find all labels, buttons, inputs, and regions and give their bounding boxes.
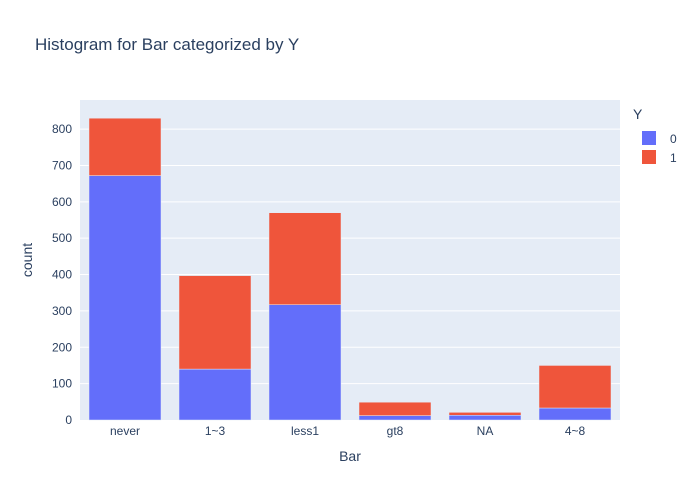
y-tick-label: 300 <box>52 304 72 318</box>
bar-1~3-y0 <box>178 368 252 421</box>
bar-4~8-y1 <box>538 365 612 409</box>
legend-swatch <box>642 150 656 164</box>
bar-4~8-y0 <box>538 407 612 421</box>
bar-NA-y0 <box>448 415 522 421</box>
bar-never-y0 <box>88 175 162 421</box>
x-tick-label: 4~8 <box>565 424 586 438</box>
bar-gt8-y0 <box>358 415 432 421</box>
legend: Y 0 1 <box>633 106 677 165</box>
y-tick-label: 700 <box>52 158 72 172</box>
y-tick-label: 500 <box>52 231 72 245</box>
gridlines <box>80 128 620 385</box>
x-tick-label: less1 <box>291 424 319 438</box>
y-tick-label: 800 <box>52 122 72 136</box>
y-tick-label: 600 <box>52 195 72 209</box>
bars <box>88 117 612 421</box>
bar-NA-y1 <box>448 412 522 416</box>
plot-area <box>80 100 620 420</box>
legend-swatch <box>642 131 656 145</box>
x-tick-label: never <box>110 424 140 438</box>
legend-label: 1 <box>670 151 677 165</box>
legend-title: Y <box>633 106 643 122</box>
bar-1~3-y1 <box>178 275 252 370</box>
x-tick-label: 1~3 <box>205 424 226 438</box>
y-tick-label: 400 <box>52 268 72 282</box>
x-axis-title: Bar <box>339 448 361 464</box>
bar-less1-y1 <box>268 212 342 305</box>
bar-less1-y0 <box>268 304 342 421</box>
y-tick-label: 200 <box>52 340 72 354</box>
bar-gt8-y1 <box>358 401 432 416</box>
y-tick-label: 100 <box>52 377 72 391</box>
x-axis-ticks: never 1~3 less1 gt8 NA 4~8 <box>110 424 586 438</box>
legend-label: 0 <box>670 132 677 146</box>
y-axis-ticks: 0 100 200 300 400 500 600 700 800 <box>52 122 72 427</box>
bar-never-y1 <box>88 117 162 176</box>
y-tick-label: 0 <box>65 413 72 427</box>
x-tick-label: NA <box>477 424 494 438</box>
y-axis-title: count <box>19 243 35 277</box>
x-tick-label: gt8 <box>387 424 404 438</box>
chart-title: Histogram for Bar categorized by Y <box>35 35 299 54</box>
